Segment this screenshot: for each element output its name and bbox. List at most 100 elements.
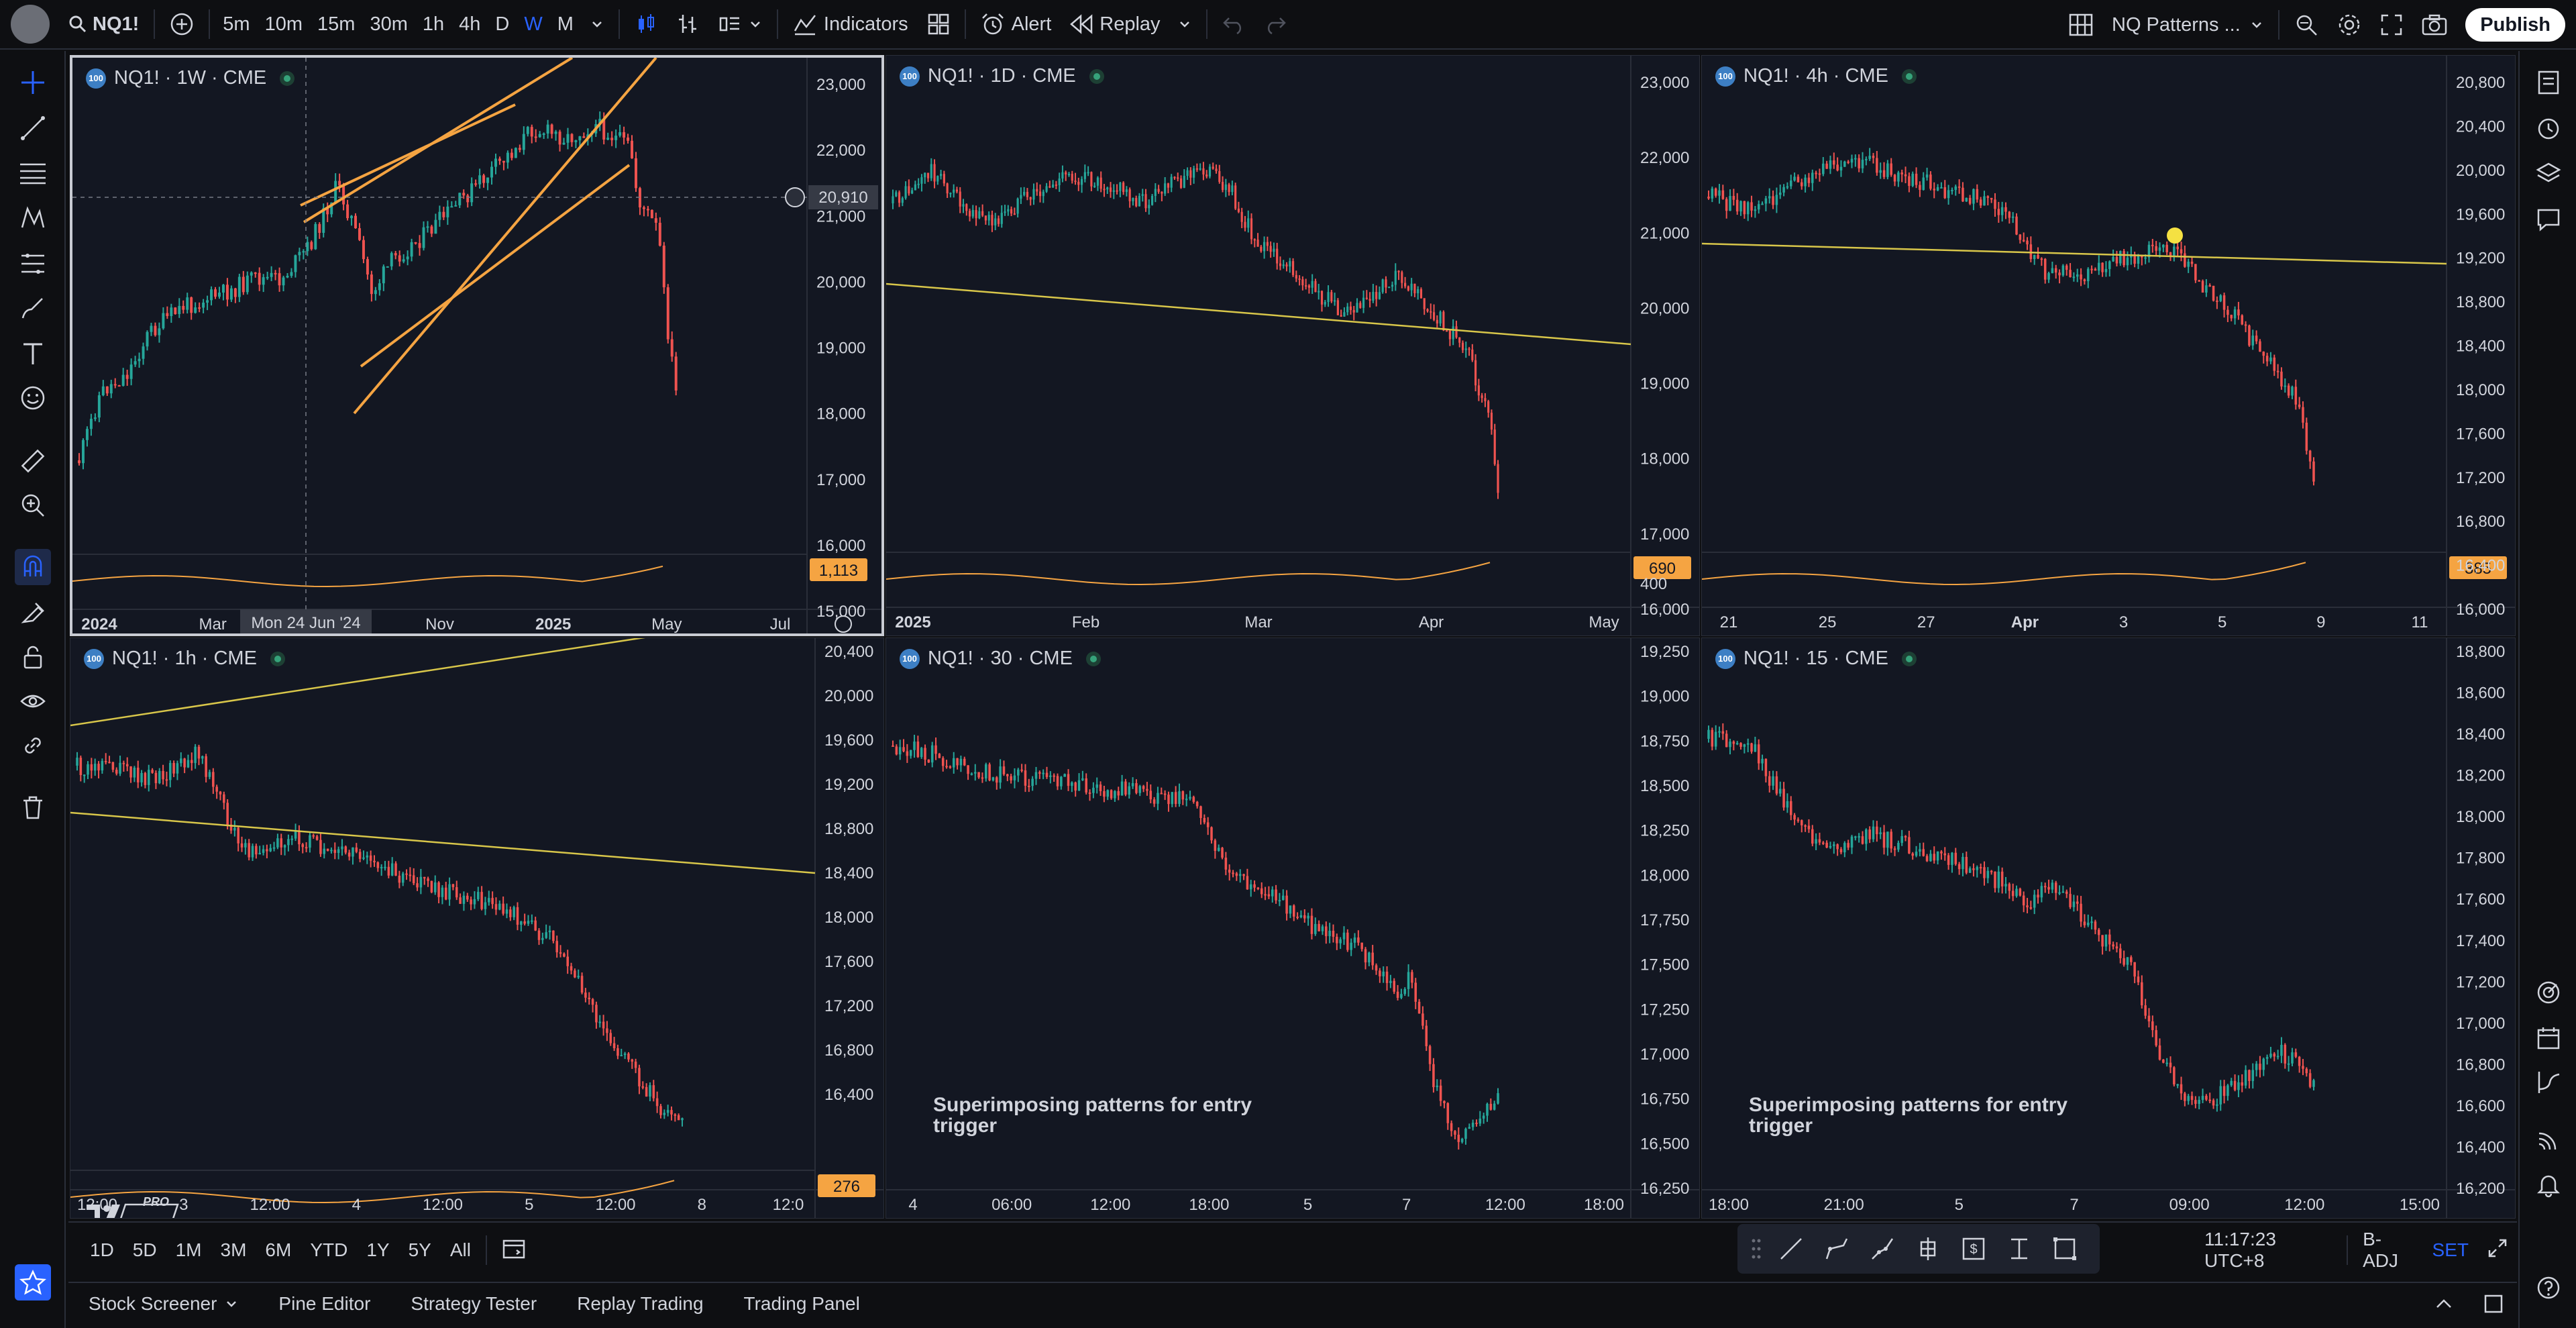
settings-button[interactable]: [2328, 0, 2371, 50]
chart-legend[interactable]: 100 NQ1! · 1h · CME: [84, 648, 285, 670]
timeframe-m[interactable]: M: [557, 13, 574, 35]
emoji-icon[interactable]: [15, 380, 51, 416]
favorites-star-icon[interactable]: [15, 1264, 51, 1300]
ruler-icon[interactable]: [15, 443, 51, 479]
timeframe-w[interactable]: W: [524, 13, 543, 35]
chart-canvas[interactable]: 1,113 23,000 22,000 21,000 20,000 19,000 18,00…: [72, 58, 884, 636]
chart-pane-1h[interactable]: 276 20,400 20,000 19,600 19,200 18,800 18,400 1…: [70, 637, 884, 1219]
path-tool-icon[interactable]: [1863, 1229, 1902, 1268]
chart-pane-15m[interactable]: 18,800 18,600 18,400 18,200 18,000 17,800 17,6…: [1701, 637, 2516, 1219]
chart-canvas[interactable]: 385 20,800 20,400 20,000 19,600 19,200 18,800 1…: [1702, 56, 2516, 636]
notifications-bell-icon[interactable]: [2530, 1166, 2567, 1203]
watchlist-icon[interactable]: [2530, 64, 2567, 101]
alerts-clock-icon[interactable]: [2530, 110, 2567, 146]
chart-canvas[interactable]: 18,800 18,600 18,400 18,200 18,000 17,800 17,6…: [1702, 638, 2516, 1219]
zoom-in-icon[interactable]: [15, 487, 51, 523]
trend-line-icon[interactable]: [15, 110, 51, 146]
timeframe-dropdown[interactable]: [581, 0, 613, 49]
timeframe-5m[interactable]: 5m: [223, 13, 250, 35]
range-6m[interactable]: 6M: [265, 1239, 292, 1260]
session-toggle[interactable]: SET: [2432, 1239, 2469, 1260]
trash-icon[interactable]: [15, 789, 51, 825]
alert-button[interactable]: Alert: [971, 0, 1061, 49]
goto-date-button[interactable]: [492, 1237, 535, 1264]
timeframe-30m[interactable]: 30m: [370, 13, 408, 35]
ray-tool-icon[interactable]: [1817, 1229, 1856, 1268]
add-alert-icon[interactable]: [785, 187, 805, 207]
long-position-icon[interactable]: [1909, 1229, 1947, 1268]
panel-tab-pine-editor[interactable]: Pine Editor: [278, 1293, 371, 1314]
brush-icon[interactable]: [15, 290, 51, 326]
undo-button[interactable]: [1213, 0, 1254, 49]
text-annotation[interactable]: Superimposing patterns for entry trigger: [1749, 1094, 2068, 1137]
timeframe-1h[interactable]: 1h: [422, 13, 445, 35]
calendar-icon[interactable]: [2530, 1020, 2567, 1056]
chart-legend[interactable]: 100 NQ1! · 15 · CME: [1715, 648, 1917, 670]
chart-legend[interactable]: 100 NQ1! · 30 · CME: [900, 648, 1101, 670]
chart-legend[interactable]: 100 NQ1! · 4h · CME: [1715, 65, 1917, 87]
fullscreen-button[interactable]: [2371, 0, 2412, 50]
panel-tab-replay-trading[interactable]: Replay Trading: [577, 1293, 704, 1314]
horizontal-level-line[interactable]: [70, 811, 816, 874]
chart-legend[interactable]: 100 NQ1! · 1W · CME: [86, 67, 295, 89]
help-icon[interactable]: [2530, 1270, 2567, 1306]
price-range-icon[interactable]: $: [1954, 1229, 1993, 1268]
chart-canvas[interactable]: 276 20,400 20,000 19,600 19,200 18,800 18,400 1…: [70, 638, 884, 1219]
curve-chart-icon[interactable]: [2530, 1064, 2567, 1101]
drag-handle-icon[interactable]: [1748, 1229, 1765, 1268]
range-5y[interactable]: 5Y: [408, 1239, 431, 1260]
trend-line[interactable]: [353, 58, 657, 415]
chart-pane-weekly[interactable]: 1,113 23,000 22,000 21,000 20,000 19,000 18,00…: [70, 55, 884, 636]
avatar[interactable]: [0, 0, 59, 49]
maximize-panel-icon[interactable]: [2483, 1294, 2504, 1314]
range-5d[interactable]: 5D: [132, 1239, 157, 1260]
layout-name-dropdown[interactable]: NQ Patterns ...: [2102, 0, 2273, 50]
alert-marker-icon[interactable]: [2167, 227, 2183, 244]
panel-tab-strategy-tester[interactable]: Strategy Tester: [411, 1293, 537, 1314]
trend-line[interactable]: [300, 103, 516, 207]
redo-button[interactable]: [1254, 0, 1296, 49]
quick-search-button[interactable]: [2285, 0, 2328, 50]
panel-tab-trading-panel[interactable]: Trading Panel: [743, 1293, 860, 1314]
indicators-button[interactable]: Indicators: [784, 0, 918, 49]
target-icon[interactable]: [2530, 974, 2567, 1011]
chart-legend[interactable]: 100 NQ1! · 1D · CME: [900, 65, 1104, 87]
crosshair-icon[interactable]: [15, 64, 51, 101]
range-ytd[interactable]: YTD: [310, 1239, 348, 1260]
horizontal-level-line[interactable]: [1702, 242, 2447, 265]
chart-type-candles[interactable]: [625, 0, 667, 49]
symbol-search[interactable]: NQ1!: [59, 0, 148, 49]
line-tool-icon[interactable]: [1772, 1229, 1811, 1268]
stream-icon[interactable]: [2530, 1122, 2567, 1158]
chart-pane-30m[interactable]: 19,250 19,000 18,750 18,500 18,250 18,000 17,7…: [885, 637, 1700, 1219]
text-note-icon[interactable]: [2000, 1229, 2039, 1268]
projection-tool-icon[interactable]: [15, 246, 51, 282]
horizontal-lines-icon[interactable]: [15, 154, 51, 191]
publish-button[interactable]: Publish: [2465, 8, 2565, 42]
panel-tab-stock-screener[interactable]: Stock Screener: [68, 1293, 258, 1315]
replay-button[interactable]: Replay: [1061, 0, 1200, 49]
text-annotation[interactable]: Superimposing patterns for entry trigger: [933, 1094, 1252, 1137]
layers-icon[interactable]: [2530, 156, 2567, 192]
magnet-icon[interactable]: [15, 549, 51, 585]
chart-type-bars[interactable]: [667, 0, 708, 49]
adjustment-toggle[interactable]: B-ADJ: [2363, 1229, 2399, 1271]
snapshot-button[interactable]: [2412, 0, 2457, 50]
timeframe-d[interactable]: D: [495, 13, 510, 35]
timeframe-4h[interactable]: 4h: [459, 13, 481, 35]
timeframe-10m[interactable]: 10m: [264, 13, 303, 35]
range-all[interactable]: All: [449, 1239, 471, 1260]
chat-icon[interactable]: [2530, 201, 2567, 238]
chevron-up-icon[interactable]: [2434, 1294, 2454, 1314]
range-1y[interactable]: 1Y: [366, 1239, 390, 1260]
range-1m[interactable]: 1M: [175, 1239, 202, 1260]
lock-icon[interactable]: [15, 639, 51, 675]
horizontal-level-line[interactable]: [886, 283, 1631, 346]
rectangle-tool-icon[interactable]: [2045, 1229, 2084, 1268]
timeframe-15m[interactable]: 15m: [317, 13, 356, 35]
settings-gear-icon[interactable]: [835, 615, 852, 633]
trend-line[interactable]: [360, 164, 631, 368]
range-1d[interactable]: 1D: [90, 1239, 114, 1260]
chart-pane-4h[interactable]: 385 20,800 20,400 20,000 19,600 19,200 18,800 1…: [1701, 55, 2516, 636]
